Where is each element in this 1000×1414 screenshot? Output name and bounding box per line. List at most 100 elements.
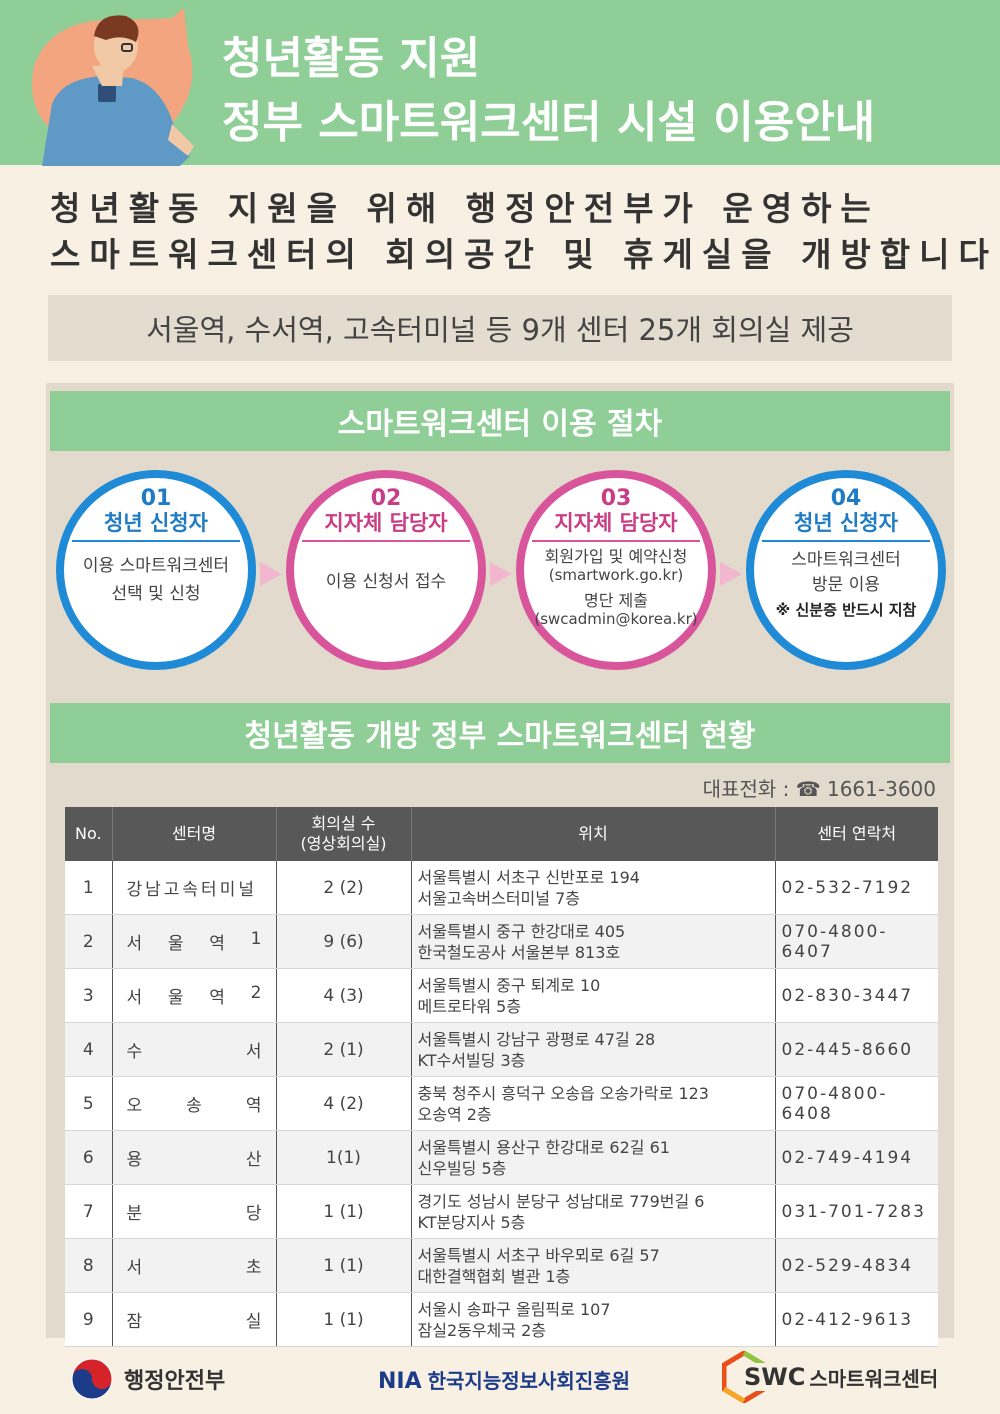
column-header-no: No.: [65, 807, 113, 861]
center-name-part: 역: [245, 1096, 262, 1116]
step-3-number: 03: [600, 486, 632, 511]
location-line: 서울특별시 서초구 신반포로 194: [417, 867, 640, 887]
location-line: KT수서빌딩 3층: [417, 1050, 526, 1070]
arrow-right-icon: [260, 562, 282, 586]
location-line: 서울시 송파구 올림픽로 107: [417, 1299, 611, 1319]
procedure-title-band: 스마트워크센터 이용 절차: [50, 391, 950, 451]
column-header-rooms-line2: (영상회의실): [300, 834, 387, 853]
table-row: 6 용 산 1(1) 서울특별시 용산구 한강대로 62길 61 신우빌딩 5층 02-74…: [65, 1130, 938, 1185]
step-2-desc-line1: 이용 신청서 접수: [325, 572, 447, 592]
step-4-number: 04: [830, 486, 862, 511]
center-name-part: 역: [209, 934, 225, 954]
header-banner: 청년활동 지원 정부 스마트워크센터 시설 이용안내: [0, 0, 1000, 166]
center-name-part: 산: [245, 1150, 262, 1170]
cell-location: 경기도 성남시 분당구 성남대로 779번길 6 KT분당지사 5층: [411, 1184, 776, 1239]
cell-rooms: 1 (1): [276, 1292, 412, 1347]
procedure-steps: 01 청년 신청자 이용 스마트워크센터 선택 및 신청 02 지자체 담당자 …: [50, 470, 950, 670]
location-line: 서울특별시 서초구 바우뫼로 6길 57: [417, 1245, 660, 1265]
location-line: 충북 청주시 흥덕구 오송읍 오송가락로 123: [417, 1083, 710, 1103]
step-3-description: 회원가입 및 예약신청 (smartwork.go.kr) 명단 제출 (swc…: [524, 548, 708, 629]
centers-table: No. 센터명 회의실 수 (영상회의실) 위치 센터 연락처 1 강남고속터미널…: [65, 807, 938, 1347]
center-name-part: 용: [126, 1150, 143, 1170]
center-name-part: 초: [245, 1258, 262, 1278]
step-2-description: 이용 신청서 접수: [294, 568, 478, 596]
location-line: 서울고속버스터미널 7층: [417, 888, 580, 908]
intro-line1: 청년활동 지원을 위해 행정안전부가 운영하는: [50, 189, 880, 228]
center-name-part: 잠: [126, 1312, 143, 1332]
center-name-part: 서: [126, 1258, 143, 1278]
step-2-number: 02: [370, 486, 402, 511]
center-name-text: 서 울 역 2: [127, 983, 262, 1008]
cell-rooms: 2 (2): [276, 861, 412, 915]
center-name-part: 분: [126, 1204, 143, 1224]
notice-text: 서울역, 수서역, 고속터미널 등 9개 센터 25개 회의실 제공: [146, 313, 854, 347]
cell-contact: 02-532-7192: [775, 861, 938, 915]
location-line: 서울특별시 강남구 광평로 47길 28: [417, 1029, 656, 1049]
step-4-actor: 청년 신청자: [762, 510, 930, 542]
cell-rooms: 2 (1): [276, 1022, 412, 1077]
location-line: 서울특별시 용산구 한강대로 62길 61: [417, 1137, 670, 1157]
step-1-desc-line1: 이용 스마트워크센터: [82, 556, 230, 576]
center-name-part: 오: [126, 1096, 143, 1116]
cell-center-name: 서 울 역 2: [112, 968, 277, 1023]
step-3-desc-line4: (swcadmin@korea.kr): [534, 610, 698, 628]
step-2-circle: 02 지자체 담당자 이용 신청서 접수: [286, 470, 486, 670]
cell-contact: 031-701-7283: [775, 1184, 938, 1239]
intro-line2: 스마트워크센터의 회의공간 및 휴게실을 개방합니다.: [50, 235, 1000, 274]
cell-contact: 070-4800-6407: [775, 914, 938, 969]
cell-location: 서울특별시 서초구 신반포로 194 서울고속버스터미널 7층: [411, 861, 776, 915]
step-4-description: 스마트워크센터 방문 이용 ※ 신분증 반드시 지참: [754, 548, 938, 623]
center-name-part: 울: [167, 934, 184, 954]
table-body: 1 강남고속터미널 2 (2) 서울특별시 서초구 신반포로 194 서울고속버스터미널…: [65, 861, 938, 1347]
table-row: 1 강남고속터미널 2 (2) 서울특별시 서초구 신반포로 194 서울고속버스터미널…: [65, 861, 938, 915]
step-1-number: 01: [140, 486, 172, 511]
column-header-name: 센터명: [112, 807, 277, 861]
representative-phone: 대표전화 : ☎ 1661-3600: [702, 777, 936, 801]
center-name-part: 수: [126, 1042, 143, 1062]
notice-box: 서울역, 수서역, 고속터미널 등 9개 센터 25개 회의실 제공: [48, 295, 952, 361]
cell-location: 서울특별시 중구 퇴계로 10 메트로타워 5층: [411, 968, 776, 1023]
center-name-part: 송: [186, 1096, 202, 1116]
step-2-actor: 지자체 담당자: [302, 510, 470, 542]
step-1-actor: 청년 신청자: [72, 510, 240, 542]
step-4-circle: 04 청년 신청자 스마트워크센터 방문 이용 ※ 신분증 반드시 지참: [746, 470, 946, 670]
step-1-desc-line2: 선택 및 신청: [111, 584, 201, 604]
location-line: 서울특별시 중구 한강대로 405: [417, 921, 626, 941]
page-title-line2: 정부 스마트워크센터 시설 이용안내: [222, 97, 876, 148]
column-header-location: 위치: [411, 807, 776, 861]
location-line: 경기도 성남시 분당구 성남대로 779번길 6: [417, 1191, 705, 1211]
cell-location: 서울특별시 중구 한강대로 405 한국철도공사 서울본부 813호: [411, 914, 776, 969]
swc-logo: SWC 스마트워크센터: [722, 1351, 938, 1403]
cell-contact: 070-4800-6408: [775, 1076, 938, 1131]
location-line: KT분당지사 5층: [417, 1212, 526, 1232]
nia-logo: NIA 한국지능정보사회진흥원: [378, 1365, 630, 1394]
step-3-desc-line3: 명단 제출: [584, 591, 648, 610]
location-line: 잠실2동우체국 2층: [417, 1320, 547, 1340]
cell-no: 3: [65, 968, 113, 1023]
footer: 행정안전부 NIA 한국지능정보사회진흥원 SWC 스마트워크센터: [0, 1345, 1000, 1414]
step-3-actor: 지자체 담당자: [532, 510, 700, 542]
cell-no: 5: [65, 1076, 113, 1131]
cell-rooms: 1 (1): [276, 1238, 412, 1293]
cell-no: 8: [65, 1238, 113, 1293]
step-4-note: ※ 신분증 반드시 지참: [775, 601, 917, 619]
cell-rooms: 4 (2): [276, 1076, 412, 1131]
center-name-part: 실: [245, 1312, 262, 1332]
swc-label: 스마트워크센터: [809, 1366, 939, 1391]
location-line: 오송역 2층: [417, 1104, 492, 1124]
step-3-circle: 03 지자체 담당자 회원가입 및 예약신청 (smartwork.go.kr)…: [516, 470, 716, 670]
center-name-part: 2: [250, 983, 262, 1003]
cell-location: 서울특별시 서초구 바우뫼로 6길 57 대한결핵협회 별관 1층: [411, 1238, 776, 1293]
status-title-band: 청년활동 개방 정부 스마트워크센터 현황: [50, 703, 950, 763]
step-1-description: 이용 스마트워크센터 선택 및 신청: [64, 552, 248, 608]
